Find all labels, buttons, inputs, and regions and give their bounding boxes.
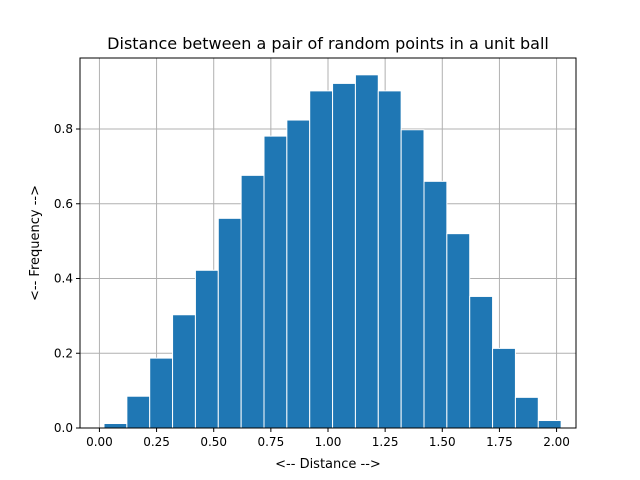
x-tick-label: 1.75 bbox=[486, 435, 513, 449]
histogram-bar bbox=[423, 180, 448, 429]
x-tick-label: 1.50 bbox=[429, 435, 456, 449]
histogram-bar bbox=[332, 82, 356, 429]
y-tick-label: 0.0 bbox=[54, 421, 73, 435]
histogram-bar bbox=[537, 420, 562, 429]
y-axis-label: <-- Frequency --> bbox=[28, 185, 43, 301]
histogram-bar bbox=[354, 74, 379, 429]
histogram-bar bbox=[194, 269, 219, 429]
y-tick-label: 0.4 bbox=[54, 272, 73, 286]
histogram-bar bbox=[492, 347, 516, 429]
histogram-bar bbox=[514, 396, 539, 429]
histogram-bar bbox=[217, 217, 242, 429]
histogram-bar bbox=[103, 423, 128, 429]
histogram-bars bbox=[103, 74, 562, 429]
x-tick-label: 0.75 bbox=[257, 435, 284, 449]
x-tick-label: 1.00 bbox=[315, 435, 342, 449]
histogram-bar bbox=[377, 90, 402, 429]
histogram-bar bbox=[400, 129, 425, 429]
x-tick-label: 0.25 bbox=[143, 435, 170, 449]
histogram-bar bbox=[149, 357, 174, 429]
x-tick-label: 1.25 bbox=[372, 435, 399, 449]
histogram-bar bbox=[126, 395, 151, 429]
x-tick-label: 0.50 bbox=[200, 435, 227, 449]
histogram-bar bbox=[446, 233, 471, 429]
y-tick-label: 0.2 bbox=[54, 346, 73, 360]
histogram-bar bbox=[263, 135, 288, 429]
chart-title: Distance between a pair of random points… bbox=[107, 34, 549, 53]
histogram-bar bbox=[286, 119, 311, 429]
x-tick-label: 0.00 bbox=[86, 435, 113, 449]
x-tick-label: 2.00 bbox=[543, 435, 570, 449]
y-tick-label: 0.6 bbox=[54, 197, 73, 211]
x-axis-label: <-- Distance --> bbox=[275, 457, 381, 472]
histogram-bar bbox=[240, 174, 265, 429]
axis-ticks: 0.00 0.25 0.50 0.75 1.00 1.25 1.50 1.75 2.00 0.0 0… bbox=[54, 122, 570, 449]
histogram-bar bbox=[469, 295, 494, 429]
y-tick-label: 0.8 bbox=[54, 122, 73, 136]
histogram-bar bbox=[309, 90, 334, 429]
histogram-bar bbox=[172, 314, 196, 429]
